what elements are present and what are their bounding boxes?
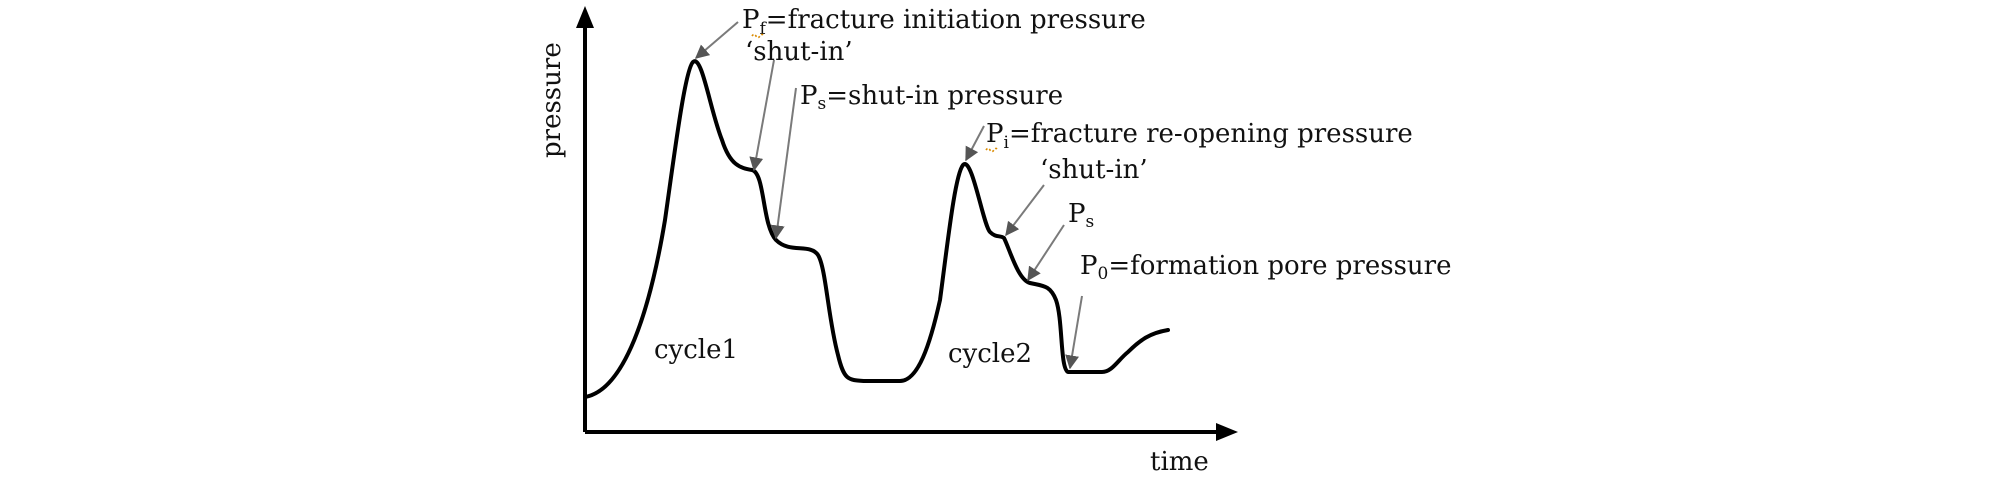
x-axis-arrowhead: [1216, 423, 1238, 441]
pi-label: Pi=fracture re-opening pressure: [986, 119, 1413, 153]
pi-spellcheck-underline: [985, 147, 999, 153]
y-axis-label: pressure: [537, 42, 567, 158]
shutin-1-label: ‘shut-in’: [745, 37, 853, 67]
cycle2-label: cycle2: [948, 339, 1032, 369]
ps-1-label: Ps=shut-in pressure: [800, 81, 1063, 114]
pressure-curve: [583, 59, 1170, 399]
pf-leader: [694, 21, 739, 59]
shutin-2-leader: [1005, 184, 1045, 237]
pf-spellcheck-underline: [751, 33, 765, 39]
shutin-1-leader: [749, 59, 775, 172]
pf-label: Pf=fracture initiation pressure: [742, 5, 1146, 39]
ps-1-leader: [770, 87, 797, 240]
p0-label: P0=formation pore pressure: [1080, 251, 1451, 284]
ps-2-label: Ps: [1068, 199, 1094, 232]
p0-leader: [1065, 295, 1083, 370]
y-axis-arrowhead: [576, 6, 594, 28]
pi-leader: [965, 125, 985, 162]
x-axis-label: time: [1150, 447, 1209, 477]
cycle1-label: cycle1: [654, 335, 738, 365]
ps-2-leader: [1027, 224, 1065, 282]
shutin-2-label: ‘shut-in’: [1040, 155, 1148, 185]
